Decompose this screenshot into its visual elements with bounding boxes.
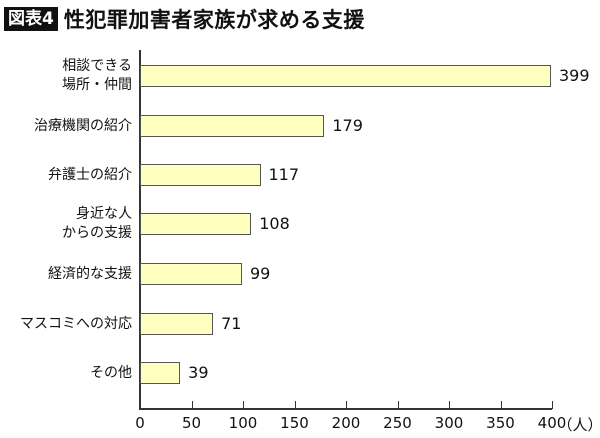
category-label: 弁護士の紹介: [48, 166, 132, 183]
bar: [140, 362, 181, 384]
x-axis-unit: （人）: [557, 416, 600, 434]
x-tick-label: 0: [135, 414, 145, 432]
bar: [140, 213, 252, 235]
x-tick: [449, 401, 450, 409]
value-label: 179: [332, 116, 363, 135]
category-label: 治療機関の紹介: [34, 117, 132, 134]
category-label: 相談できる 場所・仲間: [62, 58, 132, 93]
x-axis-line: [139, 408, 552, 410]
x-tick-label: 300: [434, 414, 464, 432]
x-tick-label: 100: [228, 414, 258, 432]
x-tick: [294, 401, 296, 409]
x-tick-label: 400: [537, 414, 567, 432]
value-label: 117: [268, 165, 300, 184]
value-label: 99: [249, 264, 271, 283]
title-text: 性犯罪加害者家族が求める支援: [63, 8, 365, 32]
category-label: 経済的な支援: [48, 265, 132, 282]
figure-badge: 図表4: [4, 7, 58, 31]
bar: [140, 313, 214, 335]
x-tick-label: 200: [331, 414, 361, 432]
value-label: 71: [221, 314, 242, 333]
bar: [140, 65, 551, 87]
value-label: 399: [558, 66, 590, 85]
category-label: 身近な人 からの支援: [62, 206, 132, 241]
x-tick: [191, 401, 193, 409]
chart-title: 図表4 性犯罪加害者家族が求める支援: [4, 6, 365, 32]
x-tick: [500, 401, 502, 409]
bar: [140, 115, 325, 137]
bar: [140, 263, 242, 285]
x-tick: [397, 401, 399, 409]
x-tick: [243, 401, 244, 409]
value-label: 39: [188, 363, 209, 382]
x-tick-label: 50: [181, 414, 202, 432]
x-tick: [552, 401, 553, 409]
x-tick: [346, 401, 347, 409]
bar: [140, 164, 261, 186]
value-label: 108: [259, 214, 290, 233]
category-label: その他: [90, 364, 132, 381]
x-tick-label: 250: [383, 414, 412, 432]
x-tick-label: 150: [280, 414, 309, 432]
category-label: マスコミへの対応: [20, 315, 132, 332]
x-tick-label: 350: [486, 414, 515, 432]
